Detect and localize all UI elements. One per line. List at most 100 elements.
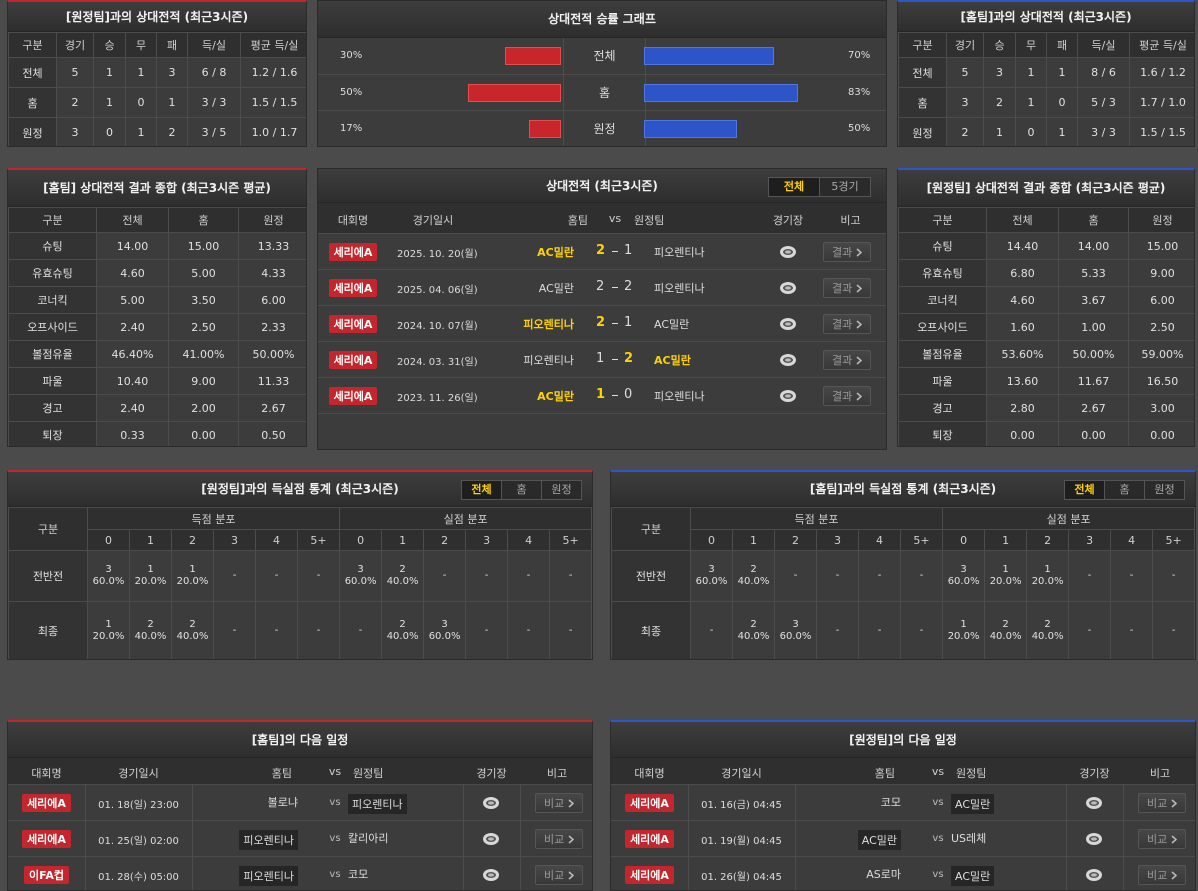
goal-cell: 2 40.0%: [732, 550, 775, 602]
button[interactable]: 결과: [823, 350, 872, 370]
button[interactable]: 비교: [535, 793, 584, 813]
cell: 1: [93, 57, 126, 88]
tab[interactable]: 홈: [1104, 481, 1144, 499]
cell: 2.00: [168, 394, 239, 422]
league-cell: 세리에A: [8, 794, 85, 812]
tab[interactable]: 전체: [462, 481, 501, 499]
goal-cell: 2 40.0%: [381, 601, 425, 659]
button[interactable]: 결과: [823, 386, 872, 406]
row-label: 코너킥: [898, 286, 987, 314]
home-team: 코모: [880, 796, 901, 809]
goals-table: 구분 득점 분포 실점 분포 0 1 2 3 4 5+ 0 1 2 3 4 5+ 전반전 3 60.0% 1 20.0…: [8, 507, 592, 659]
tab[interactable]: 원정: [541, 481, 581, 499]
row-label: 코너킥: [8, 286, 97, 314]
stadium-icon: [780, 246, 796, 258]
button[interactable]: 결과: [823, 278, 872, 298]
cell: 8 / 6: [1077, 57, 1130, 88]
button-label: 비교: [1147, 833, 1168, 846]
league-tag: 세리에A: [625, 830, 674, 848]
button[interactable]: 비교: [535, 829, 584, 849]
tab[interactable]: 홈: [501, 481, 541, 499]
panel-header: [홈팀]과의 상대전적 (최근3시즌): [898, 2, 1194, 32]
header-row: 구분 전체 홈 원정: [8, 207, 306, 233]
goal-cell: -: [255, 601, 298, 659]
home-rate-label: 70%: [848, 50, 871, 61]
row-label: 전체: [8, 57, 57, 88]
goal-cell: -: [858, 550, 901, 602]
panel: [홈팀]의 다음 일정 대회명 경기일시 홈팀 vs 원정팀 경기장 비고 세리에A 01. 18…: [7, 720, 593, 891]
vs: vs: [329, 797, 341, 808]
row-label: 경고: [898, 394, 987, 422]
group-header: 실점 분포: [339, 507, 592, 530]
row-label: 전체: [898, 57, 947, 88]
goal-count: -: [1171, 624, 1176, 636]
rate-category: 원정: [563, 111, 646, 146]
tab[interactable]: 원정: [1144, 481, 1184, 499]
tab[interactable]: 전체: [769, 178, 819, 196]
bin-header: 1: [129, 529, 172, 551]
cell: 9.00: [1128, 259, 1194, 287]
stadium-cell: [779, 389, 797, 406]
away-team: 피오렌티나: [654, 246, 705, 259]
button[interactable]: 비교: [1138, 793, 1187, 813]
table-row: 퇴장 0.33 0.00 0.50: [8, 421, 306, 446]
home-score: 2: [596, 315, 606, 330]
cell: 50.00%: [238, 340, 306, 368]
note-cell: 비교: [1138, 829, 1187, 849]
goal-cell: 1 20.0%: [942, 601, 986, 659]
button[interactable]: 비교: [1138, 865, 1187, 885]
note-cell: 비교: [535, 793, 584, 813]
goal-cell: -: [899, 550, 944, 602]
goal-count: -: [358, 624, 363, 636]
home-rate-bar: [644, 120, 737, 138]
bin-header: 5+: [296, 529, 341, 551]
stadium-icon: [1086, 797, 1102, 809]
goal-count: -: [316, 570, 321, 581]
home-team: 피오렌티나: [239, 830, 298, 850]
panel-header: [홈팀]과의 득실점 통계 (최근3시즌) 전체 홈 원정: [611, 472, 1195, 507]
cell-divider: [520, 785, 521, 821]
chevron: [856, 283, 863, 293]
league-tag: 세리에A: [328, 387, 378, 405]
cell: 15.00: [168, 232, 239, 260]
goal-cell: -: [1152, 601, 1195, 659]
goal-count: -: [1129, 570, 1134, 581]
cell-divider: [688, 785, 689, 821]
cell: 2.40: [96, 313, 169, 341]
goal-count: -: [1087, 624, 1092, 636]
match-date: 2025. 10. 20(월): [397, 249, 478, 260]
table-head: 구분 전체 홈 원정: [8, 207, 306, 233]
match-row: 세리에A 2023. 11. 26(일) AC밀란 1 0 피오렌티나 결과: [318, 378, 886, 414]
column-header: 전체: [986, 207, 1059, 233]
column-header: 평균 득/실: [1129, 32, 1194, 58]
note-cell: 결과: [823, 242, 872, 262]
goal-count: -: [919, 570, 924, 581]
column-header: vs: [328, 765, 342, 778]
table-row: 원정 3 0 1 2 3 / 5 1.0 / 1.7: [8, 117, 306, 146]
cell: 1: [93, 87, 126, 118]
goal-count: 2: [147, 618, 154, 630]
bin-header: 4: [1110, 529, 1154, 551]
button[interactable]: 결과: [823, 242, 872, 262]
button[interactable]: 비교: [535, 865, 584, 885]
rate-row: 17% 원정 50%: [318, 111, 886, 146]
row-label: 홈: [898, 87, 947, 118]
column-header: 홈팀: [874, 767, 895, 780]
panel: [홈팀]과의 상대전적 (최근3시즌) 구분 경기 승 무 패 득/실 평균 득/실 전체 5 3 1…: [897, 0, 1195, 147]
column-header: 홈팀: [567, 214, 588, 227]
cell-divider: [795, 857, 796, 890]
goal-cell: -: [816, 550, 859, 602]
goal-cell: 2 40.0%: [129, 601, 172, 659]
cell: 1: [983, 117, 1016, 146]
stadium-cell: [779, 353, 797, 370]
panel: [홈팀]과의 득실점 통계 (최근3시즌) 전체 홈 원정 구분 득점 분포 실점 분포 0 1…: [610, 470, 1196, 660]
panel-title: [홈팀]의 다음 일정: [251, 733, 349, 747]
tab[interactable]: 전체: [1065, 481, 1104, 499]
row-label: 전반전: [611, 550, 691, 602]
tab[interactable]: 5경기: [819, 178, 870, 196]
goal-cell: -: [507, 550, 551, 602]
header-row: 구분 경기 승 무 패 득/실 평균 득/실: [8, 32, 306, 58]
button[interactable]: 비교: [1138, 829, 1187, 849]
button[interactable]: 결과: [823, 314, 872, 334]
goal-count: -: [877, 570, 882, 581]
